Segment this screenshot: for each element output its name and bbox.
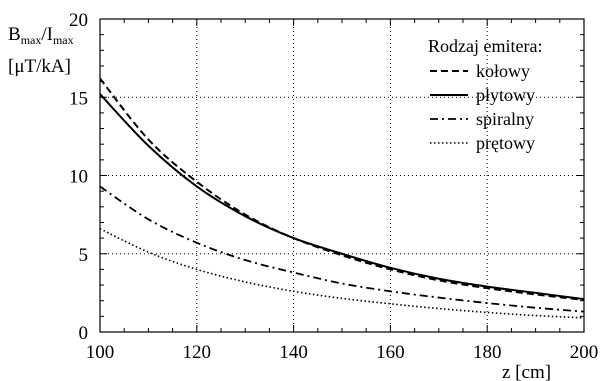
y-axis-label: Bmax/Imax — [8, 24, 74, 47]
tick-layer: 100 120 140 160 180 200 0 5 10 15 20 — [69, 10, 598, 363]
legend-label: prętowy — [476, 133, 535, 153]
x-tick-label: 140 — [279, 342, 308, 363]
x-tick-label: 120 — [183, 342, 212, 363]
x-tick-label: 160 — [376, 342, 405, 363]
legend-label: spiralny — [476, 109, 534, 129]
legend-label: płytowy — [476, 85, 535, 105]
grid-layer — [100, 19, 584, 332]
x-tick-label: 180 — [473, 342, 502, 363]
legend: Rodzaj emitera: kołowy płytowy spiralny prę… — [428, 36, 542, 153]
y-tick-label: 15 — [69, 88, 88, 109]
series-line-solid — [99, 93, 585, 301]
y-tick-label: 20 — [69, 10, 88, 31]
y-tick-label: 10 — [69, 167, 88, 188]
y-tick-label: 5 — [79, 245, 89, 266]
series-layer — [99, 77, 585, 319]
x-axis-label: z [cm] — [502, 362, 551, 381]
y-tick-label: 0 — [79, 323, 89, 344]
series-line-dashdot — [99, 185, 585, 313]
y-axis-units: [μT/kA] — [8, 56, 71, 77]
legend-label: kołowy — [476, 61, 530, 81]
legend-title: Rodzaj emitera: — [428, 36, 542, 56]
series-line-dashed — [99, 77, 585, 301]
x-tick-label: 200 — [570, 342, 599, 363]
series-line-dotted — [99, 227, 585, 319]
x-tick-label: 100 — [86, 342, 115, 363]
